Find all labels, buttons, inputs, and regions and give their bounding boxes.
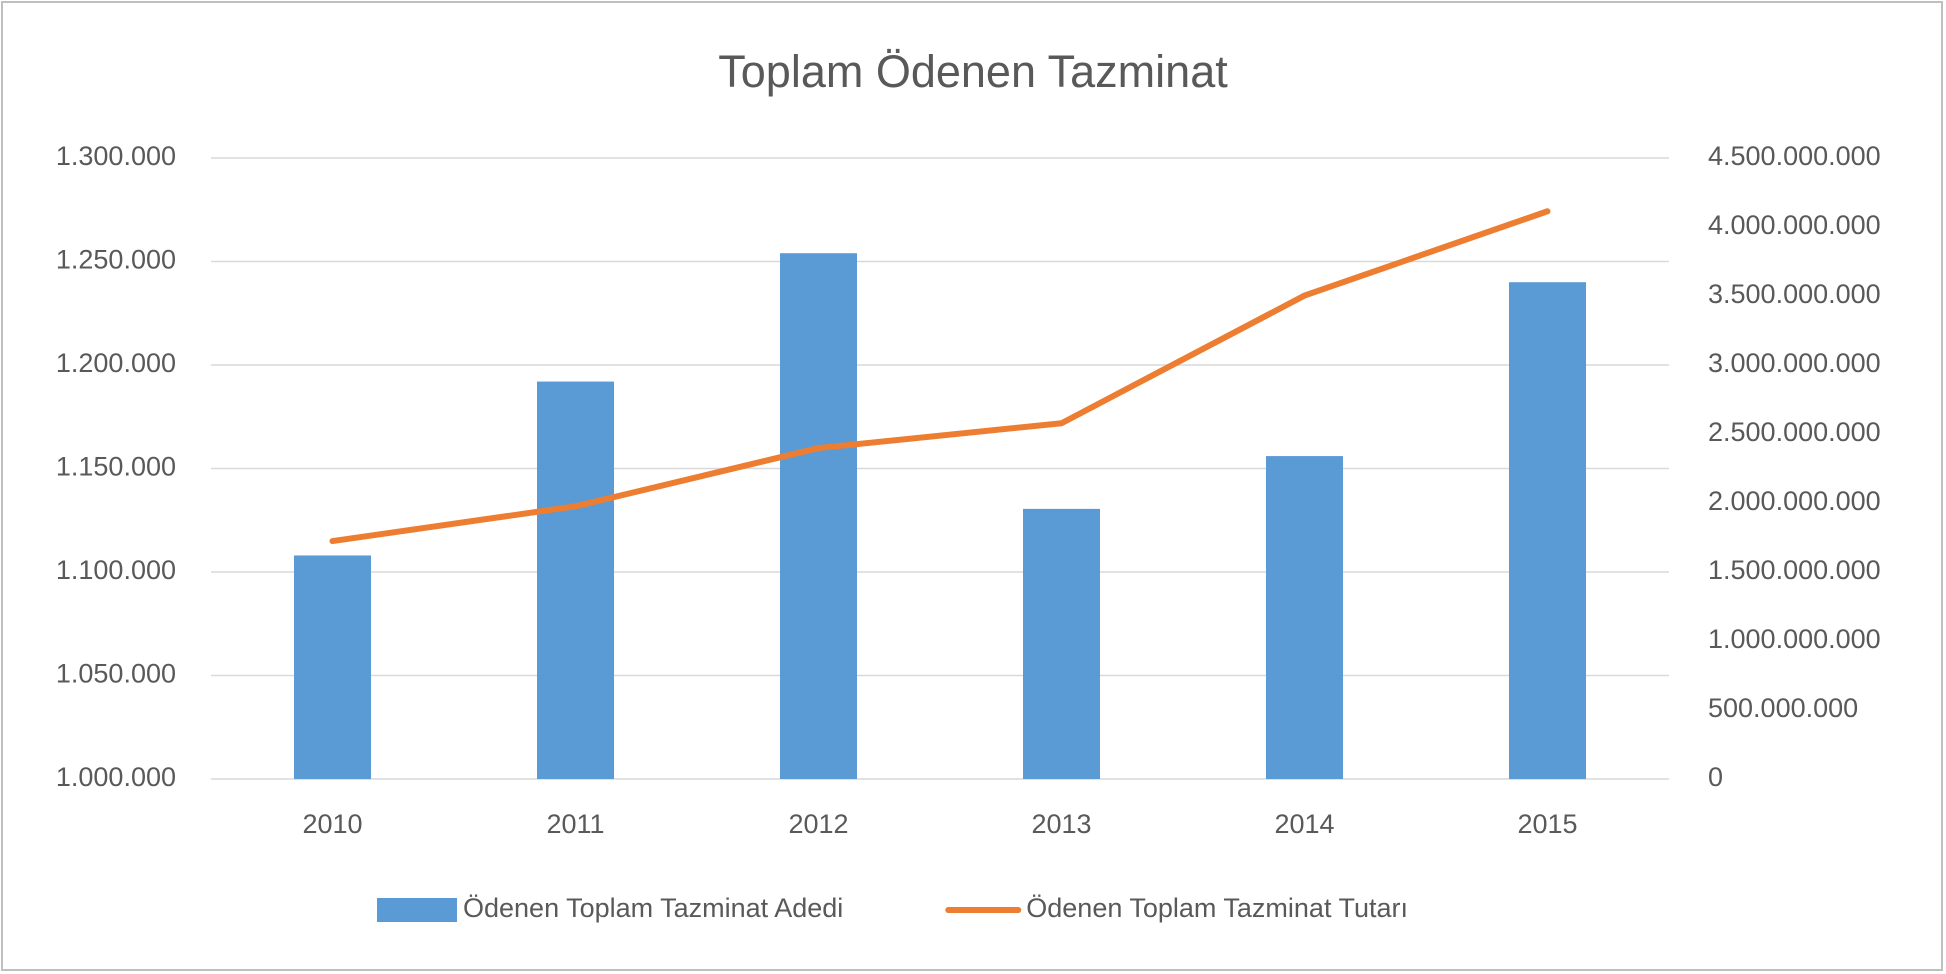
x-tick-label: 2013 <box>1031 809 1091 839</box>
y-tick-label: 1.200.000 <box>56 348 176 378</box>
y2-tick-label: 1.000.000.000 <box>1708 624 1881 654</box>
y2-tick-label: 3.000.000.000 <box>1708 348 1881 378</box>
chart-title: Toplam Ödenen Tazminat <box>718 46 1228 97</box>
y-tick-label: 1.050.000 <box>56 659 176 689</box>
y2-tick-label: 500.000.000 <box>1708 693 1858 723</box>
x-tick-label: 2014 <box>1274 809 1334 839</box>
x-tick-label: 2011 <box>546 809 604 839</box>
x-tick-label: 2012 <box>788 809 848 839</box>
y2-tick-label: 0 <box>1708 762 1723 792</box>
y2-tick-label: 2.500.000.000 <box>1708 417 1881 447</box>
x-tick-label: 2010 <box>302 809 362 839</box>
bar <box>294 555 371 779</box>
bar <box>1023 508 1100 779</box>
y-tick-label: 1.300.000 <box>56 141 176 171</box>
x-tick-label: 2015 <box>1517 809 1577 839</box>
y2-tick-label: 4.000.000.000 <box>1708 210 1881 240</box>
bar <box>1509 282 1586 779</box>
bar <box>780 253 857 780</box>
legend-swatch <box>377 898 457 922</box>
legend-label: Ödenen Toplam Tazminat Tutarı <box>1026 893 1408 923</box>
bar <box>1266 456 1343 779</box>
y-tick-label: 1.150.000 <box>56 452 176 482</box>
y2-tick-label: 3.500.000.000 <box>1708 279 1881 309</box>
y-tick-label: 1.000.000 <box>56 762 176 792</box>
y2-tick-label: 1.500.000.000 <box>1708 555 1881 585</box>
y2-tick-label: 2.000.000.000 <box>1708 486 1881 516</box>
y2-tick-label: 4.500.000.000 <box>1708 141 1881 171</box>
line <box>329 208 1551 545</box>
legend-label: Ödenen Toplam Tazminat Adedi <box>463 893 843 923</box>
y-tick-label: 1.250.000 <box>56 245 176 275</box>
y-tick-label: 1.100.000 <box>56 555 176 585</box>
bar <box>537 381 614 779</box>
